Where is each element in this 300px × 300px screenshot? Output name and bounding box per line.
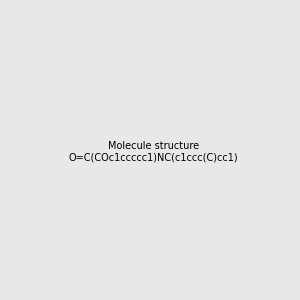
Text: Molecule structure
O=C(COc1ccccc1)NC(c1ccc(C)cc1): Molecule structure O=C(COc1ccccc1)NC(c1c… <box>69 141 239 162</box>
